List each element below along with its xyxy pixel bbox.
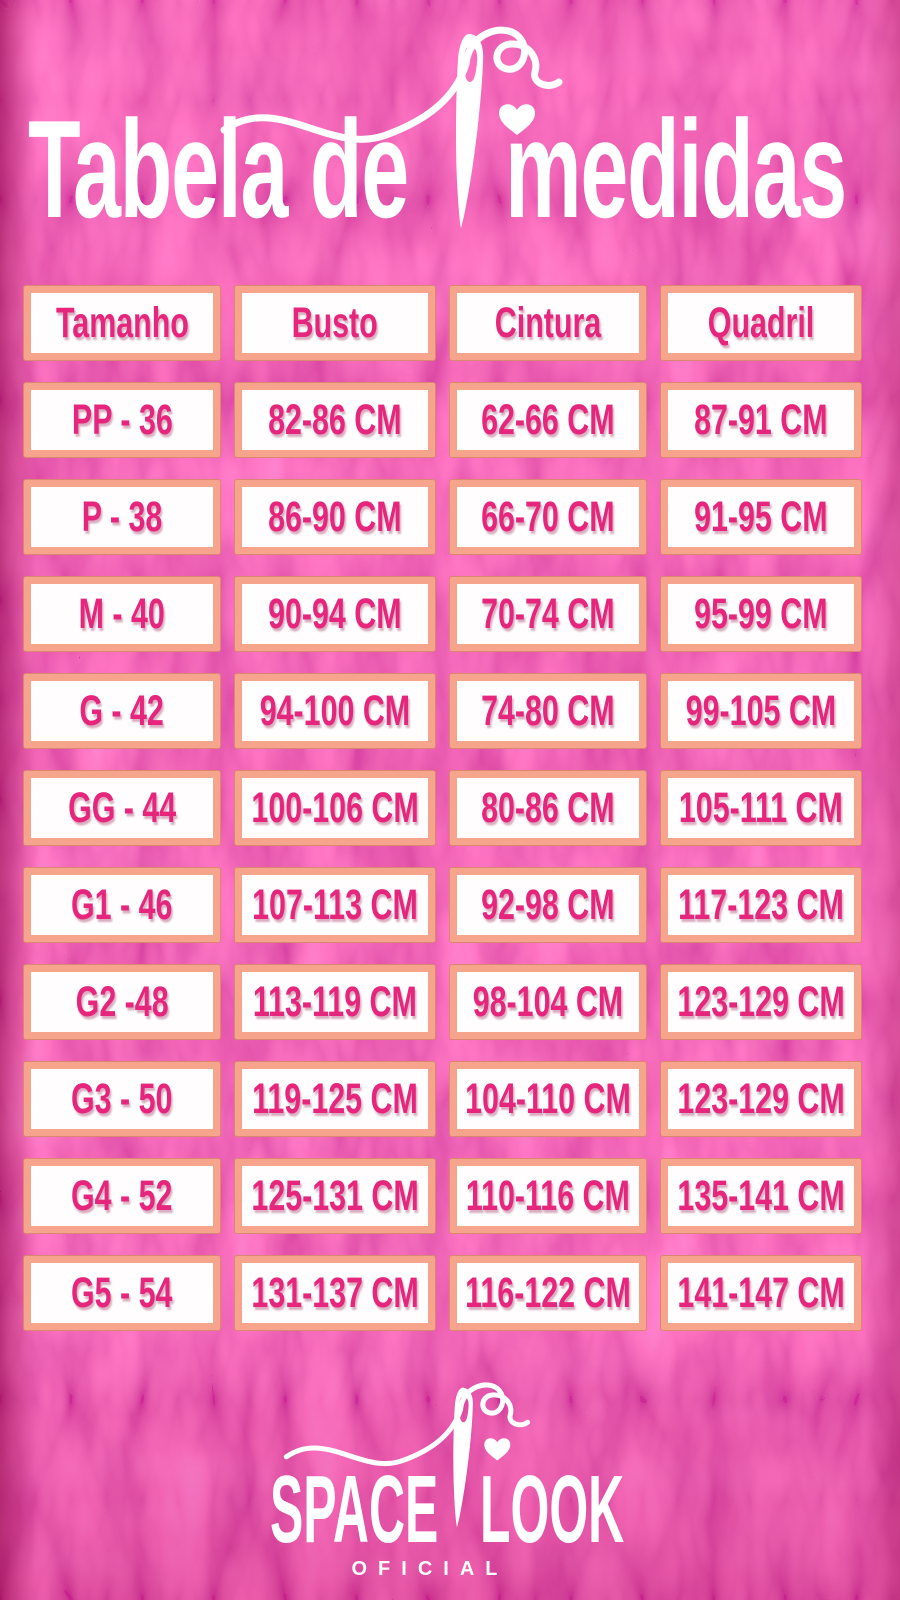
page-title-continued: medidas bbox=[505, 92, 847, 247]
measure-cell: 141-147 CM bbox=[661, 1256, 861, 1330]
size-cell: P - 38 bbox=[24, 480, 220, 554]
header-cell: Quadril bbox=[661, 286, 861, 360]
measure-cell: 74-80 CM bbox=[450, 674, 646, 748]
cell-text: 113-119 CM bbox=[253, 978, 417, 1026]
cell-text: 99-105 CM bbox=[685, 687, 837, 735]
size-cell: M - 40 bbox=[24, 577, 220, 651]
cell-text: 105-111 CM bbox=[679, 784, 843, 832]
cell-text: 62-66 CM bbox=[481, 396, 615, 444]
cell-text: 117-123 CM bbox=[678, 881, 844, 929]
header-cell: Cintura bbox=[450, 286, 646, 360]
measure-cell: 70-74 CM bbox=[450, 577, 646, 651]
measure-cell: 90-94 CM bbox=[235, 577, 435, 651]
measure-cell: 87-91 CM bbox=[661, 383, 861, 457]
cell-text: 74-80 CM bbox=[481, 687, 615, 735]
measure-cell: 99-105 CM bbox=[661, 674, 861, 748]
size-cell: G5 - 54 bbox=[24, 1256, 220, 1330]
measure-cell: 117-123 CM bbox=[661, 868, 861, 942]
measure-cell: 119-125 CM bbox=[235, 1062, 435, 1136]
size-table: Tamanho Busto Cintura Quadril PP - 36 82-86 C… bbox=[24, 286, 861, 1330]
cell-text: 70-74 CM bbox=[481, 590, 615, 638]
cell-text: 86-90 CM bbox=[268, 493, 402, 541]
cell-text: G3 - 50 bbox=[71, 1075, 173, 1123]
measure-cell: 62-66 CM bbox=[450, 383, 646, 457]
size-cell: G1 - 46 bbox=[24, 868, 220, 942]
measure-cell: 82-86 CM bbox=[235, 383, 435, 457]
brand-name-look: LOOK bbox=[480, 1456, 625, 1563]
measure-cell: 94-100 CM bbox=[235, 674, 435, 748]
cell-text: 91-95 CM bbox=[694, 493, 828, 541]
measure-cell: 86-90 CM bbox=[235, 480, 435, 554]
size-cell: GG - 44 bbox=[24, 771, 220, 845]
measure-cell: 123-129 CM bbox=[661, 965, 861, 1039]
cell-text: 123-129 CM bbox=[677, 978, 845, 1026]
cell-text: 131-137 CM bbox=[251, 1269, 419, 1317]
header-cell: Tamanho bbox=[24, 286, 220, 360]
measure-cell: 107-113 CM bbox=[235, 868, 435, 942]
cell-text: 141-147 CM bbox=[677, 1269, 845, 1317]
cell-text: 92-98 CM bbox=[481, 881, 615, 929]
cell-text: Cintura bbox=[494, 299, 602, 347]
cell-text: 82-86 CM bbox=[268, 396, 402, 444]
cell-text: 135-141 CM bbox=[677, 1172, 845, 1220]
measure-cell: 131-137 CM bbox=[235, 1256, 435, 1330]
cell-text: G - 42 bbox=[79, 687, 165, 735]
measure-cell: 104-110 CM bbox=[450, 1062, 646, 1136]
size-cell: PP - 36 bbox=[24, 383, 220, 457]
size-cell: G2 -48 bbox=[24, 965, 220, 1039]
cell-text: M - 40 bbox=[78, 590, 166, 638]
cell-text: Quadril bbox=[707, 299, 815, 347]
measure-cell: 125-131 CM bbox=[235, 1159, 435, 1233]
measure-cell: 113-119 CM bbox=[235, 965, 435, 1039]
measure-cell: 110-116 CM bbox=[450, 1159, 646, 1233]
measure-cell: 98-104 CM bbox=[450, 965, 646, 1039]
page-title: Tabela de bbox=[28, 92, 409, 247]
cell-text: 95-99 CM bbox=[694, 590, 828, 638]
cell-text: 66-70 CM bbox=[481, 493, 615, 541]
measure-cell: 123-129 CM bbox=[661, 1062, 861, 1136]
cell-text: G5 - 54 bbox=[71, 1269, 173, 1317]
cell-text: P - 38 bbox=[81, 493, 163, 541]
cell-text: Tamanho bbox=[55, 299, 189, 347]
brand-subtitle: OFICIAL bbox=[351, 1558, 509, 1580]
cell-text: Busto bbox=[291, 299, 379, 347]
cell-text: G2 -48 bbox=[75, 978, 169, 1026]
measure-cell: 116-122 CM bbox=[450, 1256, 646, 1330]
measure-cell: 80-86 CM bbox=[450, 771, 646, 845]
cell-text: 98-104 CM bbox=[472, 978, 624, 1026]
size-cell: G3 - 50 bbox=[24, 1062, 220, 1136]
cell-text: 110-116 CM bbox=[466, 1172, 630, 1220]
cell-text: G4 - 52 bbox=[71, 1172, 173, 1220]
cell-text: 87-91 CM bbox=[694, 396, 828, 444]
measure-cell: 91-95 CM bbox=[661, 480, 861, 554]
cell-text: GG - 44 bbox=[67, 784, 177, 832]
cell-text: 125-131 CM bbox=[251, 1172, 419, 1220]
size-cell: G - 42 bbox=[24, 674, 220, 748]
cell-text: 116-122 CM bbox=[465, 1269, 631, 1317]
cell-text: 80-86 CM bbox=[481, 784, 615, 832]
measure-cell: 105-111 CM bbox=[661, 771, 861, 845]
measure-cell: 100-106 CM bbox=[235, 771, 435, 845]
cell-text: 90-94 CM bbox=[268, 590, 402, 638]
cell-text: 119-125 CM bbox=[252, 1075, 418, 1123]
measure-cell: 95-99 CM bbox=[661, 577, 861, 651]
measure-cell: 66-70 CM bbox=[450, 480, 646, 554]
measure-cell: 135-141 CM bbox=[661, 1159, 861, 1233]
cell-text: 107-113 CM bbox=[252, 881, 418, 929]
measure-cell: 92-98 CM bbox=[450, 868, 646, 942]
cell-text: 94-100 CM bbox=[259, 687, 411, 735]
brand-name-space: SPACE bbox=[270, 1456, 439, 1563]
cell-text: 104-110 CM bbox=[465, 1075, 631, 1123]
cell-text: 100-106 CM bbox=[251, 784, 419, 832]
cell-text: 123-129 CM bbox=[677, 1075, 845, 1123]
cell-text: PP - 36 bbox=[71, 396, 173, 444]
size-cell: G4 - 52 bbox=[24, 1159, 220, 1233]
header-cell: Busto bbox=[235, 286, 435, 360]
cell-text: G1 - 46 bbox=[71, 881, 173, 929]
